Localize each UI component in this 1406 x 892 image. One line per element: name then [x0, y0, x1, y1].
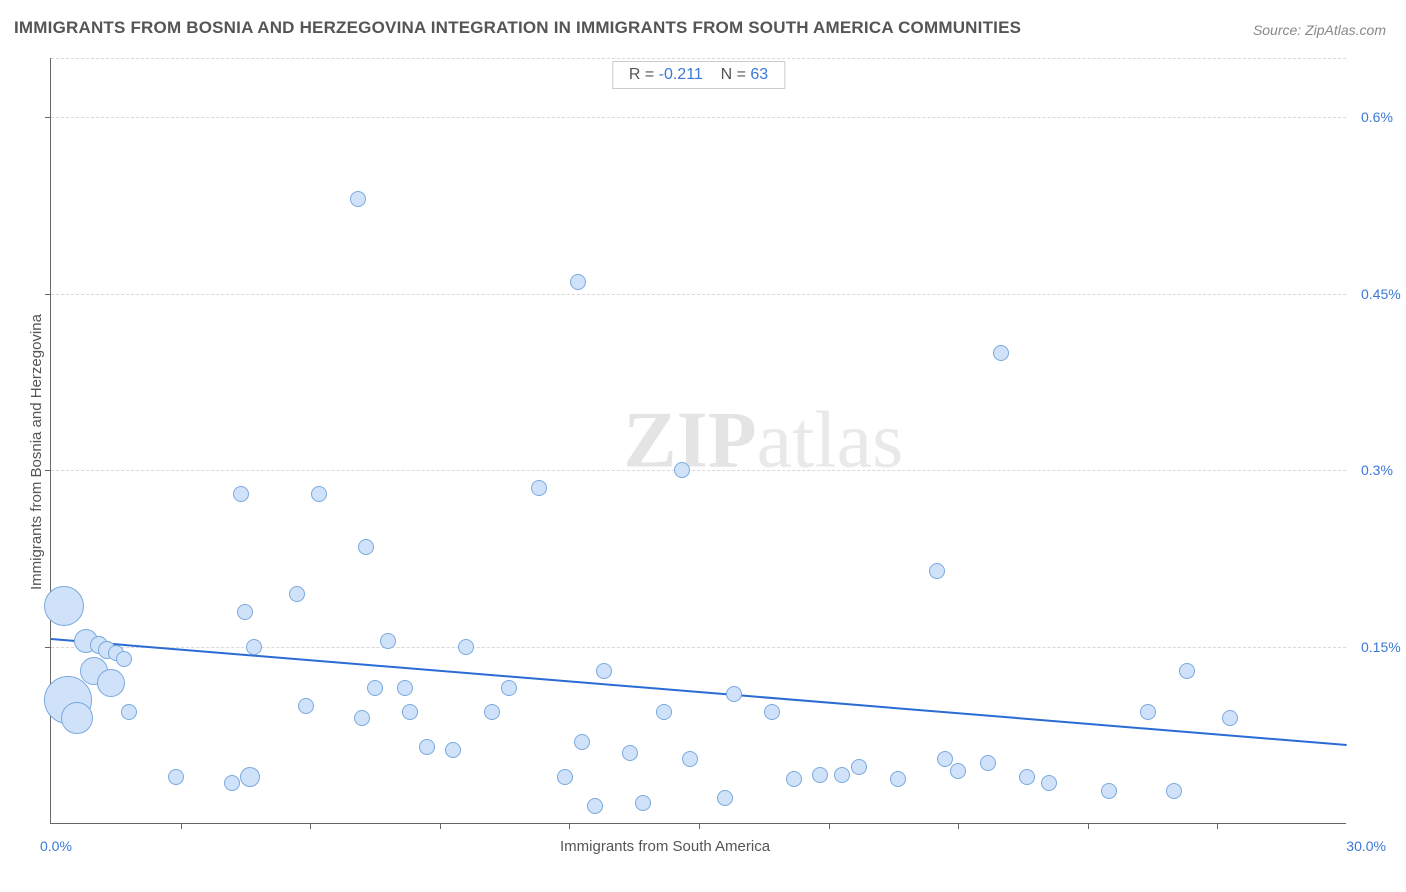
x-tick — [1088, 823, 1089, 829]
data-point — [890, 771, 906, 787]
data-point — [1179, 663, 1195, 679]
data-point — [950, 763, 966, 779]
data-point — [484, 704, 500, 720]
y-axis-label: 0.45% — [1361, 286, 1401, 302]
data-point — [812, 767, 828, 783]
data-point — [311, 486, 327, 502]
x-axis-title: Immigrants from South America — [560, 838, 770, 855]
data-point — [1166, 783, 1182, 799]
data-point — [980, 755, 996, 771]
data-point — [937, 751, 953, 767]
data-point — [224, 775, 240, 791]
data-point — [298, 698, 314, 714]
data-point — [1019, 769, 1035, 785]
data-point — [726, 686, 742, 702]
data-point — [635, 795, 651, 811]
y-axis-label: 0.3% — [1361, 462, 1393, 478]
x-tick — [829, 823, 830, 829]
x-axis-start-label: 0.0% — [40, 838, 72, 854]
y-axis-label: 0.6% — [1361, 109, 1393, 125]
scatter-plot: ZIPatlas R = -0.211 N = 63 0.15%0.3%0.45… — [50, 58, 1346, 824]
trend-line — [51, 638, 1347, 746]
data-point — [834, 767, 850, 783]
data-point — [97, 669, 125, 697]
data-point — [764, 704, 780, 720]
data-point — [233, 486, 249, 502]
y-tick — [45, 470, 51, 471]
gridline — [51, 58, 1346, 59]
data-point — [246, 639, 262, 655]
chart-title: IMMIGRANTS FROM BOSNIA AND HERZEGOVINA I… — [14, 18, 1021, 38]
x-tick — [1217, 823, 1218, 829]
data-point — [622, 745, 638, 761]
gridline — [51, 294, 1346, 295]
data-point — [531, 480, 547, 496]
data-point — [289, 586, 305, 602]
x-axis-end-label: 30.0% — [1346, 838, 1386, 854]
data-point — [380, 633, 396, 649]
data-point — [397, 680, 413, 696]
y-tick — [45, 117, 51, 118]
data-point — [237, 604, 253, 620]
data-point — [61, 702, 93, 734]
data-point — [1222, 710, 1238, 726]
watermark: ZIPatlas — [623, 395, 903, 486]
stats-box: R = -0.211 N = 63 — [612, 61, 785, 89]
data-point — [350, 191, 366, 207]
y-axis-label: 0.15% — [1361, 639, 1401, 655]
data-point — [458, 639, 474, 655]
data-point — [354, 710, 370, 726]
data-point — [851, 759, 867, 775]
gridline — [51, 117, 1346, 118]
data-point — [674, 462, 690, 478]
data-point — [121, 704, 137, 720]
data-point — [993, 345, 1009, 361]
data-point — [786, 771, 802, 787]
data-point — [402, 704, 418, 720]
data-point — [574, 734, 590, 750]
data-point — [1140, 704, 1156, 720]
data-point — [1101, 783, 1117, 799]
data-point — [682, 751, 698, 767]
data-point — [501, 680, 517, 696]
data-point — [1041, 775, 1057, 791]
x-tick — [699, 823, 700, 829]
data-point — [570, 274, 586, 290]
x-tick — [310, 823, 311, 829]
data-point — [557, 769, 573, 785]
y-tick — [45, 294, 51, 295]
data-point — [419, 739, 435, 755]
data-point — [656, 704, 672, 720]
data-point — [929, 563, 945, 579]
data-point — [717, 790, 733, 806]
y-axis-title: Immigrants from Bosnia and Herzegovina — [28, 314, 45, 590]
source-label: Source: ZipAtlas.com — [1253, 22, 1386, 38]
data-point — [445, 742, 461, 758]
x-tick — [440, 823, 441, 829]
x-tick — [958, 823, 959, 829]
data-point — [367, 680, 383, 696]
data-point — [116, 651, 132, 667]
data-point — [240, 767, 260, 787]
data-point — [596, 663, 612, 679]
data-point — [358, 539, 374, 555]
gridline — [51, 470, 1346, 471]
data-point — [587, 798, 603, 814]
x-tick — [569, 823, 570, 829]
data-point — [44, 586, 84, 626]
x-tick — [181, 823, 182, 829]
y-tick — [45, 647, 51, 648]
data-point — [168, 769, 184, 785]
